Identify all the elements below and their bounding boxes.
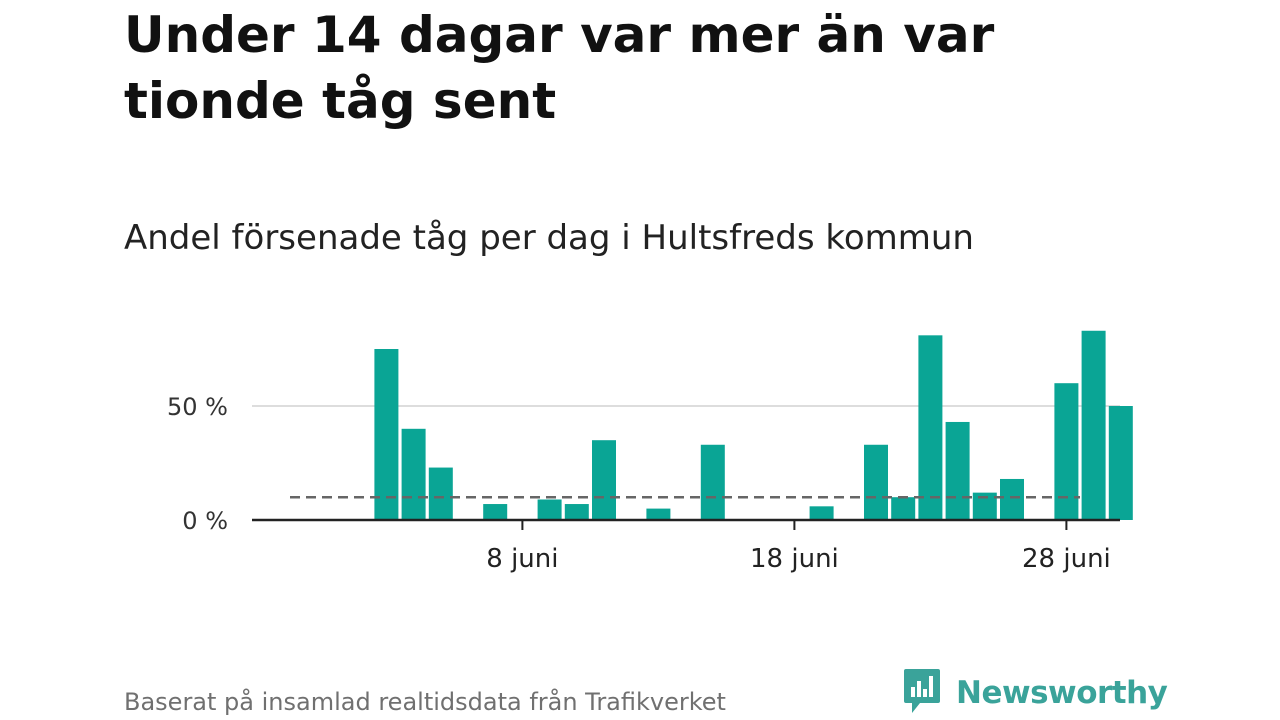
bar-22 [891, 497, 916, 520]
bar-5 [428, 467, 453, 520]
axis-layer: 0 % 50 % 8 juni 18 juni 28 juni [167, 393, 1120, 574]
y-tick-label: 50 % [167, 393, 228, 421]
bar-10 [564, 504, 589, 520]
bar-30 [1108, 406, 1133, 520]
bar-24 [945, 421, 970, 520]
bar-28 [1054, 383, 1079, 520]
bar-11 [592, 440, 616, 520]
bar-13 [646, 508, 671, 520]
newsworthy-logo-icon [902, 667, 942, 719]
chart-subtitle: Andel försenade tåg per dag i Hultsfreds… [124, 218, 974, 258]
bar-7 [483, 504, 508, 520]
bar-29 [1081, 330, 1106, 520]
x-tick-label: 28 juni [1022, 544, 1111, 574]
brand-name: Newsworthy [956, 675, 1168, 711]
bar-layer [374, 330, 1133, 520]
bar-26 [1000, 478, 1024, 520]
bar-3 [374, 349, 399, 520]
bar-23 [918, 335, 943, 520]
bar-9 [537, 499, 562, 520]
x-tick-label: 8 juni [486, 544, 558, 574]
chart-title: Under 14 dagar var mer än var tionde tåg… [124, 6, 995, 130]
bar-19 [809, 506, 834, 520]
bar-21 [864, 444, 888, 520]
x-tick-label: 18 juni [750, 544, 839, 574]
y-tick-label: 0 % [182, 507, 228, 535]
source-note: Baserat på insamlad realtidsdata från Tr… [124, 688, 726, 716]
bar-4 [401, 428, 426, 520]
brand[interactable]: Newsworthy [902, 667, 1168, 719]
bar-15 [700, 444, 725, 520]
